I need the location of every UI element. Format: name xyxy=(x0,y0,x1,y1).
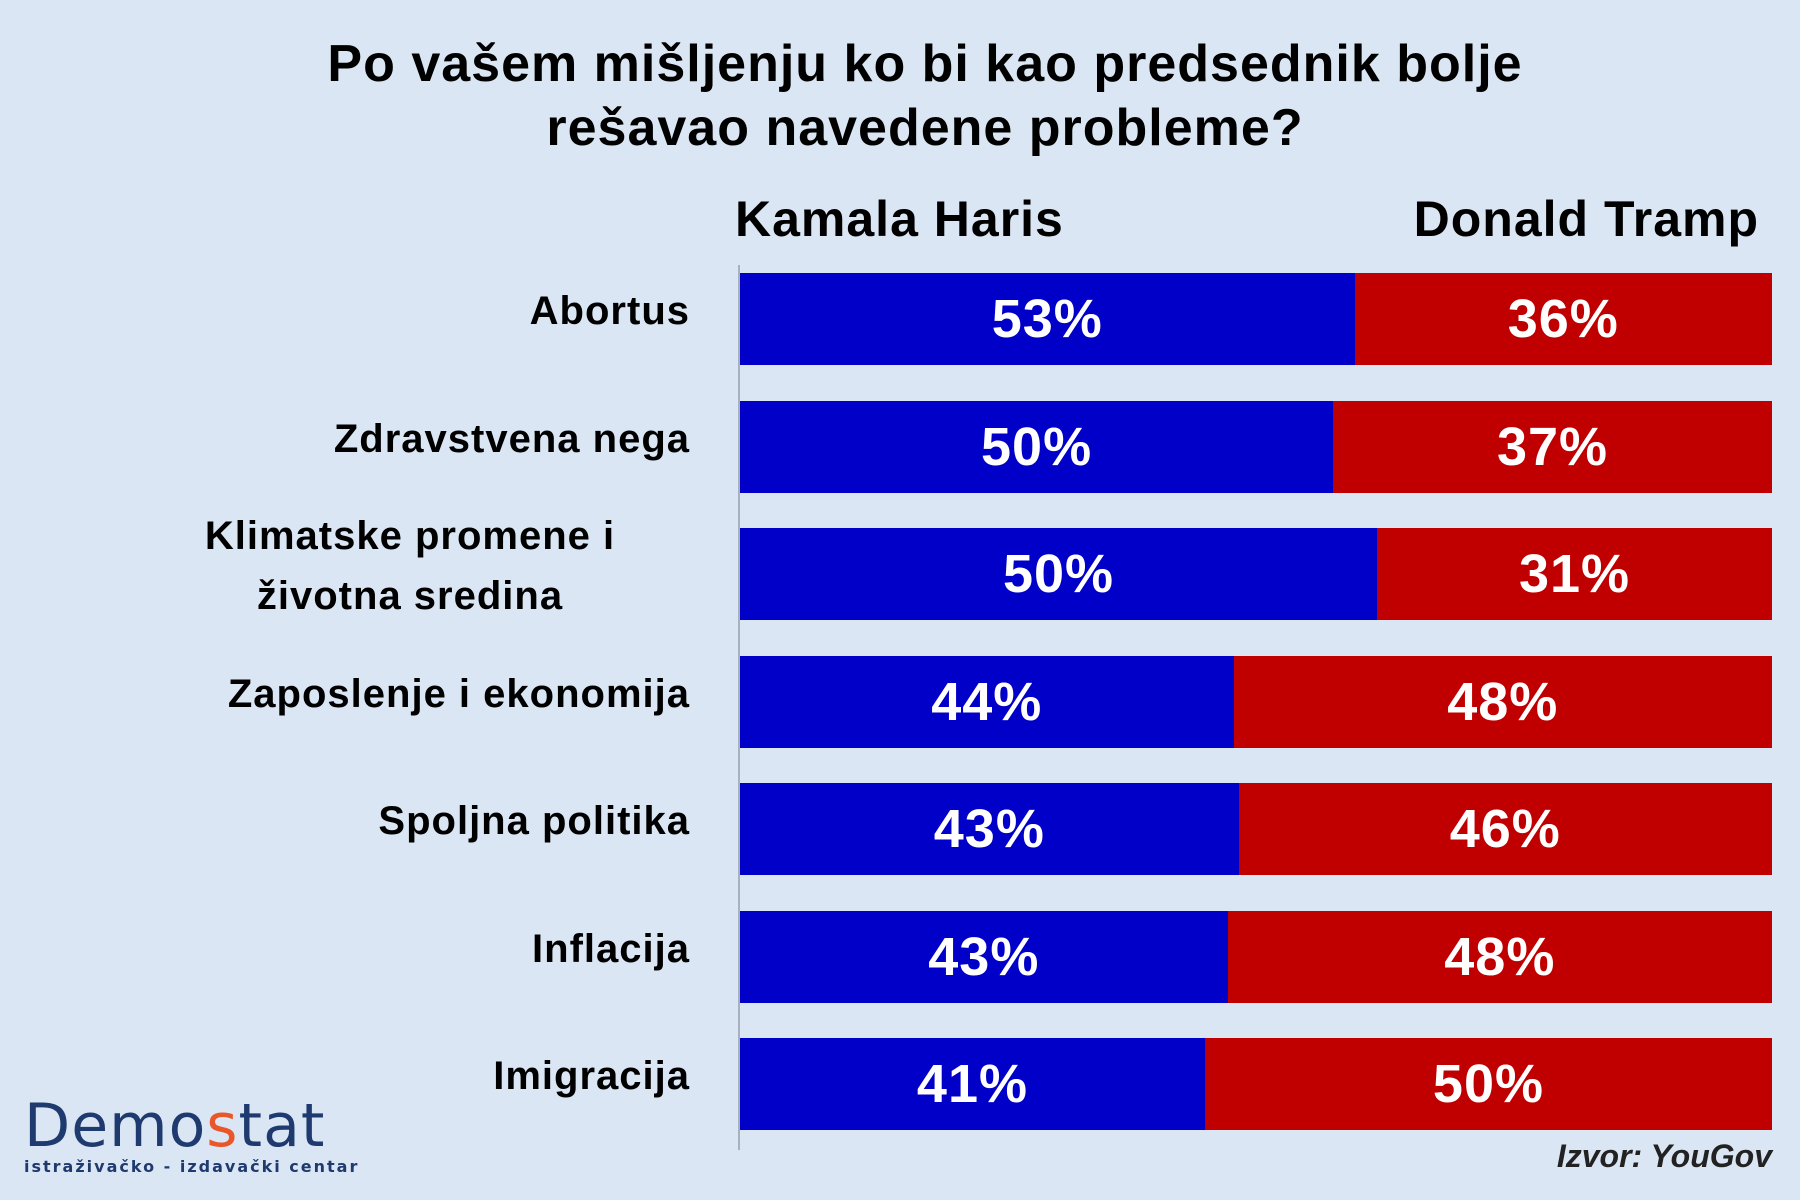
category-label-zaposlenje-i-ekonomija: Zaposlenje i ekonomija xyxy=(227,671,690,716)
data-label-donald-tramp-zaposlenje-i-ekonomija: 48% xyxy=(1447,671,1559,732)
data-label-donald-tramp-spoljna-politika: 46% xyxy=(1449,799,1561,859)
category-label-abortus: Abortus xyxy=(529,289,690,333)
data-label-kamala-haris-zdravstvena-nega: 50% xyxy=(981,416,1093,477)
bar-donald-tramp-spoljna-politika xyxy=(1238,783,1772,875)
category-axis-line xyxy=(738,265,740,1150)
bar-kamala-haris-zdravstvena-nega xyxy=(740,400,1334,493)
bar-donald-tramp-klimatske-promene-i-zivotna-sredina xyxy=(1377,528,1772,620)
demostat-logo: Demostat istraživačko - izdavački centar xyxy=(24,1093,359,1176)
data-label-kamala-haris-imigracija: 41% xyxy=(916,1054,1029,1114)
source-note: Izvor: YouGov xyxy=(1556,1138,1772,1174)
bar-kamala-haris-imigracija xyxy=(740,1038,1205,1130)
logo-wordmark: Demostat xyxy=(24,1091,326,1161)
chart-title-line-1: Po vašem mišljenju ko bi kao predsednik … xyxy=(327,35,1523,93)
category-label-spoljna-politika: Spoljna politika xyxy=(378,799,690,843)
bar-kamala-haris-klimatske-promene-i-zivotna-sredina xyxy=(740,528,1378,620)
data-label-donald-tramp-abortus: 36% xyxy=(1507,289,1619,349)
data-label-donald-tramp-inflacija: 48% xyxy=(1444,926,1556,987)
data-label-donald-tramp-imigracija: 50% xyxy=(1432,1054,1545,1114)
logo-subtitle: istraživačko - izdavački centar xyxy=(24,1157,360,1176)
category-label-inflacija: Inflacija xyxy=(532,926,690,971)
data-label-donald-tramp-klimatske-promene-i-zivotna-sredina: 31% xyxy=(1518,544,1631,604)
data-label-kamala-haris-zaposlenje-i-ekonomija: 44% xyxy=(931,671,1043,732)
category-label-zdravstvena-nega: Zdravstvena nega xyxy=(333,416,690,461)
legend-donald-tramp: Donald Tramp xyxy=(1413,191,1759,247)
data-label-kamala-haris-inflacija: 43% xyxy=(928,926,1040,987)
chart-title: Po vašem mišljenju ko bi kao predsednik … xyxy=(0,32,1800,160)
chart-title-line-2: rešavao navedene probleme? xyxy=(546,99,1304,157)
category-label-klimatske-promene-i-zivotna-sredina: Klimatske promene i životna sredina xyxy=(204,514,616,618)
bar-donald-tramp-inflacija xyxy=(1227,910,1772,1003)
bar-donald-tramp-zdravstvena-nega xyxy=(1333,400,1772,493)
data-label-donald-tramp-zdravstvena-nega: 37% xyxy=(1496,416,1609,477)
bar-kamala-haris-abortus xyxy=(740,273,1355,365)
category-label-imigracija: Imigracija xyxy=(493,1054,690,1098)
data-label-kamala-haris-spoljna-politika: 43% xyxy=(933,799,1045,859)
bar-donald-tramp-zaposlenje-i-ekonomija xyxy=(1233,655,1772,748)
data-label-kamala-haris-abortus: 53% xyxy=(991,289,1103,349)
legend-kamala-haris: Kamala Haris xyxy=(735,191,1064,247)
bar-kamala-haris-zaposlenje-i-ekonomija xyxy=(740,655,1234,748)
bar-donald-tramp-imigracija xyxy=(1204,1038,1772,1130)
data-label-kamala-haris-klimatske-promene-i-zivotna-sredina: 50% xyxy=(1002,544,1115,604)
bar-kamala-haris-spoljna-politika xyxy=(740,783,1239,875)
bar-kamala-haris-inflacija xyxy=(740,910,1228,1003)
bar-donald-tramp-abortus xyxy=(1354,273,1772,365)
